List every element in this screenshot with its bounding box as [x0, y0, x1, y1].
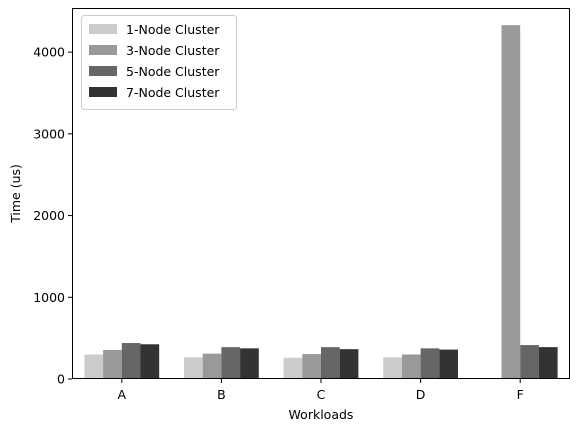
- legend-swatch: [89, 45, 117, 55]
- plot-frame: [72, 8, 570, 379]
- bar-3-node-cluster-d: [401, 354, 421, 379]
- legend-label: 5-Node Cluster: [126, 64, 220, 79]
- bar-3-node-cluster-b: [202, 353, 222, 379]
- x-tick-label: D: [416, 387, 426, 402]
- bar-5-node-cluster-b: [221, 347, 241, 379]
- bar-5-node-cluster-f: [520, 345, 539, 379]
- legend-label: 3-Node Cluster: [126, 43, 220, 58]
- legend-box: [81, 15, 237, 110]
- bar-3-node-cluster-f: [501, 25, 521, 379]
- legend: 1-Node Cluster 3-Node Cluster 5-Node Clust…: [81, 15, 237, 110]
- bar-7-node-cluster-f: [538, 347, 558, 379]
- x-tick-label: C: [317, 387, 326, 402]
- y-tick-label: 4000: [33, 45, 65, 60]
- bar-7-node-cluster-a: [140, 344, 160, 379]
- bar-7-node-cluster-d: [439, 349, 458, 379]
- legend-label: 7-Node Cluster: [126, 85, 220, 100]
- y-tick-label: 3000: [33, 126, 65, 141]
- y-tick-label: 2000: [33, 208, 65, 223]
- y-tick-label: 1000: [33, 290, 65, 305]
- y-tick-label: 0: [57, 372, 65, 387]
- bar-1-node-cluster-a: [84, 354, 104, 379]
- bar-3-node-cluster-c: [302, 354, 321, 379]
- legend-label: 1-Node Cluster: [126, 22, 220, 37]
- legend-swatch: [89, 66, 117, 76]
- bar-5-node-cluster-c: [321, 347, 340, 379]
- legend-swatch: [89, 24, 117, 34]
- bar-1-node-cluster-b: [184, 357, 203, 379]
- x-tick-label: B: [217, 387, 226, 402]
- x-tick-label: A: [118, 387, 127, 402]
- bar-3-node-cluster-a: [103, 349, 122, 379]
- x-axis-label: Workloads: [289, 407, 354, 422]
- bar-5-node-cluster-d: [420, 348, 440, 379]
- bar-1-node-cluster-d: [383, 357, 402, 379]
- x-tick-label: F: [517, 387, 524, 402]
- bars-layer: [84, 25, 558, 379]
- legend-swatch: [89, 87, 117, 97]
- bar-1-node-cluster-c: [283, 357, 303, 379]
- bar-7-node-cluster-c: [339, 349, 359, 379]
- y-axis-label: Time (us): [8, 164, 23, 224]
- bar-5-node-cluster-a: [121, 343, 141, 379]
- bar-7-node-cluster-b: [240, 348, 259, 379]
- y-axis: 0 1000 2000 3000 4000: [33, 45, 72, 387]
